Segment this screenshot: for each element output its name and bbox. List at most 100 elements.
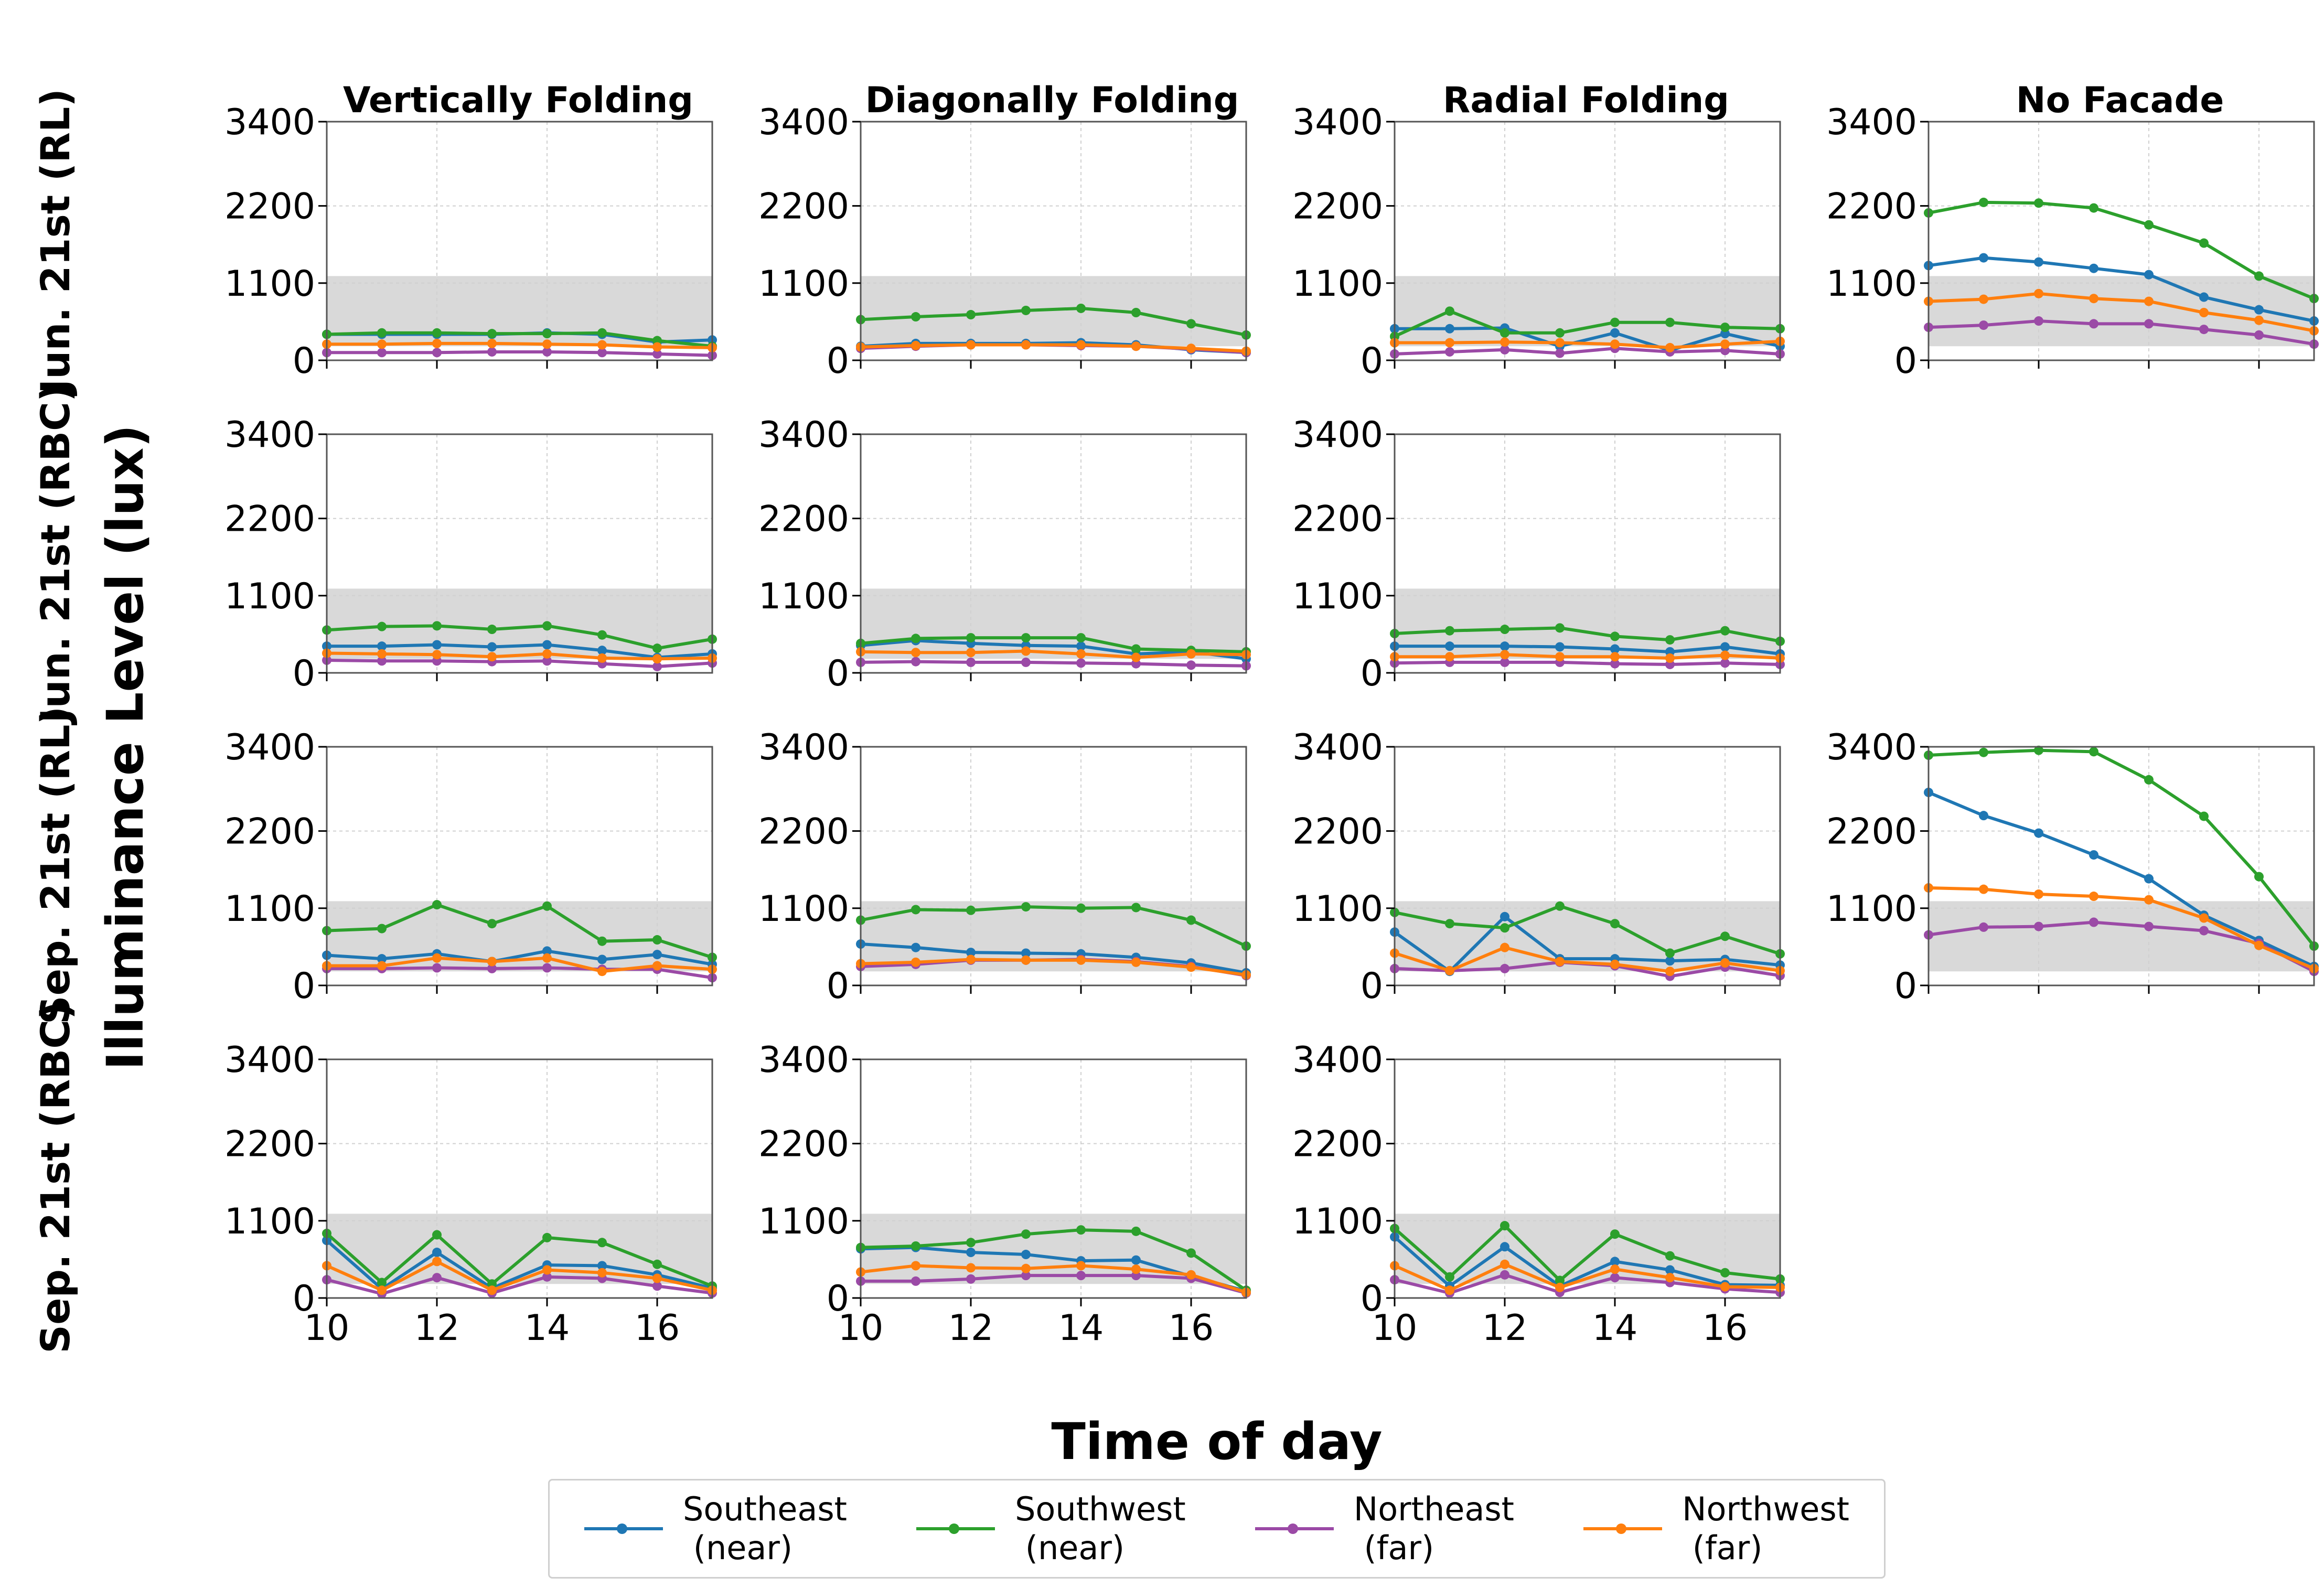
- data-point-northeast-far: [2144, 921, 2154, 931]
- data-point-southeast-near: [1076, 641, 1086, 651]
- data-point-northeast-far: [542, 656, 552, 666]
- data-point-northeast-far: [966, 1274, 976, 1284]
- data-point-northwest-far: [1500, 650, 1509, 660]
- data-point-southwest-near: [1076, 633, 1086, 643]
- legend-item-northeast: Northeast (far): [1255, 1490, 1514, 1568]
- data-point-southwest-near: [1076, 303, 1086, 313]
- data-point-northeast-far: [542, 347, 552, 357]
- data-point-northwest-far: [542, 953, 552, 963]
- data-point-southwest-near: [542, 621, 552, 631]
- panel-frame: [326, 746, 713, 986]
- data-point-southeast-near: [597, 646, 607, 656]
- data-point-southwest-near: [2144, 220, 2154, 230]
- data-point-northwest-far: [1131, 341, 1141, 351]
- data-point-southwest-near: [2034, 745, 2043, 755]
- data-point-northwest-far: [966, 648, 976, 658]
- data-point-southwest-near: [2199, 238, 2209, 248]
- y-tick-label: 2200: [224, 499, 315, 540]
- data-point-northwest-far: [1021, 646, 1031, 656]
- data-point-northwest-far: [1500, 1259, 1509, 1269]
- y-tick-label: 3400: [224, 727, 315, 768]
- data-point-southeast-near: [1720, 642, 1730, 652]
- data-point-northwest-far: [1665, 967, 1675, 977]
- data-point-southwest-near: [432, 900, 442, 910]
- data-point-northwest-far: [2089, 294, 2098, 304]
- data-point-northwest-far: [1186, 962, 1196, 972]
- y-axis-label: Illuminance Level (lux): [96, 425, 155, 1070]
- data-point-northwest-far: [1186, 1270, 1196, 1280]
- data-point-southwest-near: [2144, 775, 2154, 785]
- data-point-southeast-near: [966, 948, 976, 958]
- data-point-northeast-far: [377, 656, 387, 666]
- data-point-northeast-far: [2144, 319, 2154, 329]
- x-tick-label: 14: [524, 1307, 570, 1349]
- data-point-northwest-far: [2089, 892, 2098, 902]
- series-line-northwest-far: [860, 649, 1247, 659]
- panel-frame: [860, 746, 1247, 986]
- y-tick-label: 3400: [1292, 102, 1383, 143]
- panel-frame: [1394, 433, 1781, 674]
- data-point-southwest-near: [966, 1238, 976, 1248]
- legend-swatch-southeast: [584, 1523, 663, 1534]
- x-tick-label: 14: [1592, 1307, 1638, 1349]
- panel-r0-c2: 0 1100 2200 3400: [1292, 102, 1785, 382]
- data-point-southeast-near: [597, 1261, 607, 1271]
- data-point-northwest-far: [377, 649, 387, 659]
- y-tick-label: 2200: [224, 1124, 315, 1165]
- data-point-southwest-near: [1131, 644, 1141, 654]
- data-point-northwest-far: [966, 1263, 976, 1273]
- data-point-southeast-near: [377, 954, 387, 964]
- panel-r2-c0: 0 1100 2200 3400: [224, 727, 717, 1007]
- data-point-southeast-near: [487, 642, 497, 652]
- y-tick-label: 2200: [1292, 811, 1383, 853]
- data-point-southwest-near: [2034, 198, 2043, 208]
- data-point-southwest-near: [542, 329, 552, 339]
- x-tick-label: 16: [1169, 1307, 1214, 1349]
- data-point-northwest-far: [2144, 296, 2154, 306]
- data-point-southwest-near: [2254, 271, 2264, 281]
- data-point-southwest-near: [1131, 308, 1141, 317]
- data-point-northwest-far: [597, 340, 607, 350]
- series-line-southeast-near: [1927, 791, 2315, 968]
- panel-frame: [1927, 121, 2315, 361]
- data-point-northwest-far: [1076, 1261, 1086, 1271]
- y-tick-label: 1100: [1292, 1201, 1383, 1242]
- series-line-southwest-near: [1394, 309, 1781, 338]
- data-point-southwest-near: [487, 919, 497, 929]
- data-point-southeast-near: [597, 954, 607, 964]
- data-point-southwest-near: [1720, 931, 1730, 941]
- data-point-southwest-near: [377, 924, 387, 934]
- data-point-northwest-far: [542, 1265, 552, 1275]
- data-point-southwest-near: [1555, 328, 1565, 338]
- y-tick-label: 3400: [1292, 727, 1383, 768]
- data-point-northwest-far: [542, 339, 552, 349]
- comfort-band: [1929, 901, 2314, 972]
- y-tick-label: 1100: [1292, 888, 1383, 930]
- data-point-northwest-far: [1076, 955, 1086, 965]
- series-line-southeast-near: [860, 639, 1247, 661]
- data-point-northwest-far: [542, 649, 552, 659]
- data-point-southwest-near: [377, 1278, 387, 1287]
- data-point-northeast-far: [1186, 660, 1196, 670]
- data-point-northwest-far: [487, 957, 497, 967]
- column-title-vertically-folding: Vertically Folding: [343, 80, 693, 121]
- data-point-southeast-near: [1665, 956, 1675, 966]
- legend-item-northwest: Northwest (far): [1583, 1490, 1849, 1568]
- data-point-southeast-near: [1610, 328, 1620, 338]
- y-tick-label: 1100: [758, 576, 849, 617]
- data-point-southeast-near: [1500, 1242, 1509, 1252]
- data-point-southeast-near: [432, 1248, 442, 1258]
- data-point-northwest-far: [1610, 652, 1620, 662]
- x-tick-label: 12: [1482, 1307, 1528, 1349]
- data-point-northeast-far: [1720, 658, 1730, 668]
- data-point-northeast-far: [1555, 348, 1565, 358]
- data-point-southeast-near: [1500, 641, 1509, 651]
- data-point-northeast-far: [542, 963, 552, 973]
- data-point-southwest-near: [1021, 1229, 1031, 1239]
- data-point-northwest-far: [1665, 653, 1675, 663]
- data-point-southeast-near: [432, 640, 442, 650]
- series-line-northeast-far: [326, 1275, 713, 1295]
- data-point-northwest-far: [1445, 338, 1454, 348]
- data-point-southeast-near: [1500, 911, 1509, 921]
- data-point-southwest-near: [1720, 626, 1730, 636]
